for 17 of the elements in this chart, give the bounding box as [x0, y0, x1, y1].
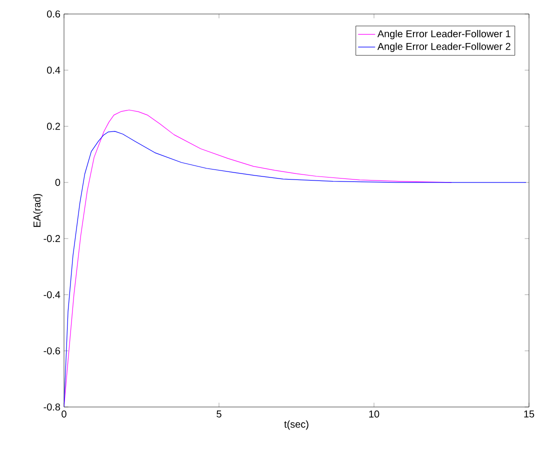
y-tick-label: -0.6 — [44, 347, 60, 354]
y-tick-label: 0.6 — [47, 10, 60, 18]
y-tick-label: -0.2 — [44, 235, 60, 242]
x-tick-label: 15 — [524, 410, 534, 418]
y-tick-label: -0.8 — [44, 403, 60, 411]
x-tick-label: 10 — [369, 410, 380, 418]
y-tick-label: 0.2 — [47, 122, 60, 130]
line-series — [64, 131, 526, 407]
y-tick-label: 0 — [55, 178, 60, 186]
y-tick-label: -0.4 — [44, 291, 60, 298]
x-axis-title: t(sec) — [284, 420, 308, 430]
legend-label: Angle Error Leader-Follower 2 — [377, 42, 510, 52]
y-tick-label: 0.4 — [47, 66, 60, 74]
x-tick-label: 0 — [62, 410, 66, 418]
x-tick-label: 5 — [216, 410, 222, 418]
legend-label: Angle Error Leader-Follower 1 — [377, 30, 510, 40]
y-axis-title: EA(rad) — [33, 194, 42, 227]
